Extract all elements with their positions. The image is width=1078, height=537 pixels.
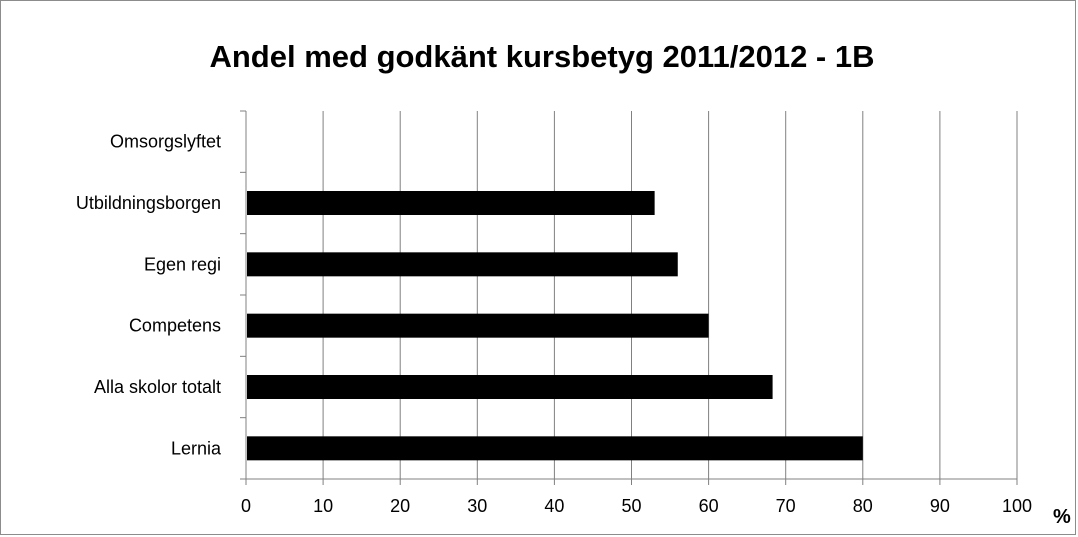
x-tick-label: 90 [930,496,950,516]
category-label: Competens [129,316,221,336]
x-tick-label: 60 [699,496,719,516]
category-labels: Lernia Alla skolor totalt Competens Egen re… [76,132,222,459]
x-tick-label: 50 [621,496,641,516]
x-tick-label: 20 [390,496,410,516]
x-tick-label: 40 [544,496,564,516]
gridlines [322,111,1018,479]
x-axis-unit-label: % [1053,506,1071,528]
chart-title: Andel med godkänt kursbetyg 2011/2012 - … [209,39,874,74]
bar [247,191,655,215]
category-label: Egen regi [144,254,221,274]
category-label: Lernia [171,438,222,458]
x-tick-label: 100 [1002,496,1032,516]
category-label: Alla skolor totalt [94,377,221,397]
x-tick-labels: 0 10 20 30 40 50 60 70 80 90 100 [241,496,1032,516]
bars [247,191,863,461]
x-tick-label: 80 [853,496,873,516]
x-tick-label: 10 [313,496,333,516]
bar [247,375,773,399]
bar [247,313,709,338]
category-label: Utbildningsborgen [76,193,221,213]
x-tick-label: 70 [776,496,796,516]
x-tick-label: 0 [241,496,251,516]
category-label: Omsorgslyftet [110,132,221,152]
bar [247,252,678,277]
x-tick-label: 30 [467,496,487,516]
axes [240,110,1018,485]
bar [247,436,863,461]
